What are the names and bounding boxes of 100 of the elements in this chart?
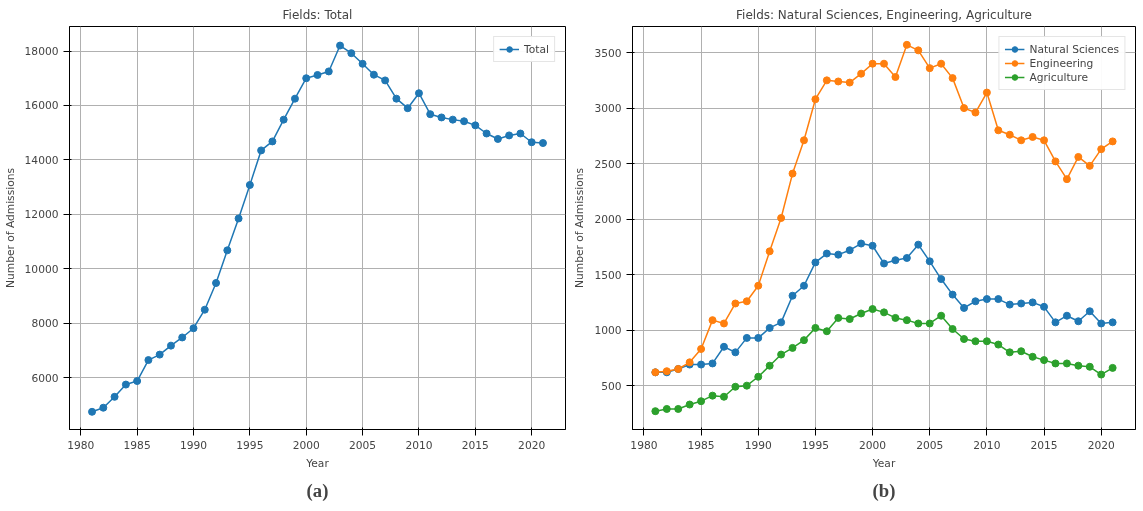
- y-tick-label: 12000: [24, 208, 59, 222]
- point: [1028, 132, 1037, 141]
- point: [538, 139, 547, 148]
- point: [493, 134, 502, 143]
- point: [99, 403, 108, 412]
- point: [1108, 137, 1117, 146]
- point: [948, 74, 957, 83]
- point: [822, 76, 831, 85]
- x-tick-label: 2000: [292, 438, 321, 452]
- point: [313, 70, 322, 79]
- point: [1051, 318, 1060, 327]
- text: (a): [306, 479, 329, 502]
- point: [223, 246, 232, 255]
- point: [834, 77, 843, 86]
- point: [799, 336, 808, 345]
- point: [765, 361, 774, 370]
- point: [279, 115, 288, 124]
- y-tick-label: 2000: [594, 213, 622, 227]
- point: [845, 78, 854, 87]
- point: [437, 113, 446, 122]
- point: [994, 340, 1003, 349]
- point: [868, 305, 877, 314]
- legend-label: Natural Sciences: [1029, 42, 1119, 56]
- point: [777, 214, 786, 222]
- legend-label: Total: [524, 42, 549, 56]
- point: [426, 110, 435, 119]
- point: [189, 324, 198, 333]
- point: [925, 64, 934, 73]
- y-axis-title: Number of Admissions: [573, 167, 587, 288]
- point: [1062, 175, 1071, 184]
- x-tick-label: 2005: [916, 438, 944, 452]
- point: [1017, 347, 1026, 356]
- point: [1051, 359, 1060, 368]
- point: [1085, 161, 1094, 170]
- point: [994, 295, 1003, 304]
- point: [880, 308, 888, 317]
- x-tick-label: 1990: [744, 438, 773, 452]
- point: [937, 275, 946, 284]
- point: [971, 297, 980, 306]
- point: [960, 303, 969, 312]
- point: [937, 59, 946, 68]
- point: [268, 137, 277, 146]
- point: [697, 397, 706, 406]
- point: [1074, 317, 1083, 326]
- point: [403, 104, 412, 113]
- point: [1005, 348, 1014, 357]
- point: [857, 309, 866, 318]
- point: [960, 335, 969, 344]
- point: [527, 138, 536, 147]
- x-tick-label: 2020: [1087, 438, 1115, 452]
- point: [742, 297, 751, 306]
- point: [1074, 361, 1083, 370]
- x-tick-label: 1985: [123, 438, 151, 452]
- point: [914, 46, 923, 55]
- x-tick-label: 1990: [179, 438, 208, 452]
- x-tick-label: 1995: [801, 438, 829, 452]
- x-tick-label: 1980: [67, 438, 95, 452]
- point: [121, 380, 130, 389]
- point: [110, 392, 119, 401]
- point: [857, 239, 866, 248]
- point: [754, 333, 763, 342]
- point: [482, 129, 491, 138]
- point: [788, 343, 797, 352]
- y-tick-label: 18000: [24, 45, 59, 59]
- point: [414, 89, 423, 98]
- point: [902, 316, 911, 325]
- point: [788, 169, 797, 178]
- point: [914, 319, 923, 328]
- point: [234, 214, 243, 223]
- point: [392, 94, 401, 103]
- text: (b): [872, 479, 896, 502]
- point: [347, 49, 356, 58]
- point: [994, 126, 1003, 135]
- point: [948, 325, 957, 334]
- point: [971, 108, 980, 117]
- y-tick-label: 3500: [594, 46, 622, 60]
- point: [834, 250, 843, 259]
- point: [765, 247, 774, 256]
- point: [982, 337, 991, 346]
- point: [290, 94, 299, 103]
- x-axis-title: Year: [871, 456, 896, 470]
- point: [731, 299, 740, 308]
- point: [1017, 299, 1026, 308]
- point: [257, 146, 266, 155]
- point: [358, 59, 367, 68]
- point: [1097, 145, 1106, 154]
- point: [1028, 352, 1037, 361]
- point: [982, 88, 991, 97]
- point: [937, 311, 946, 320]
- x-axis-title: Year: [305, 456, 330, 470]
- point: [822, 249, 831, 258]
- y-tick-label: 10000: [24, 262, 59, 276]
- point: [448, 115, 457, 124]
- point: [880, 259, 888, 268]
- point: [471, 121, 480, 130]
- point: [1108, 318, 1117, 327]
- point: [324, 67, 333, 76]
- point: [708, 316, 717, 325]
- point: [891, 256, 900, 265]
- point: [708, 391, 717, 400]
